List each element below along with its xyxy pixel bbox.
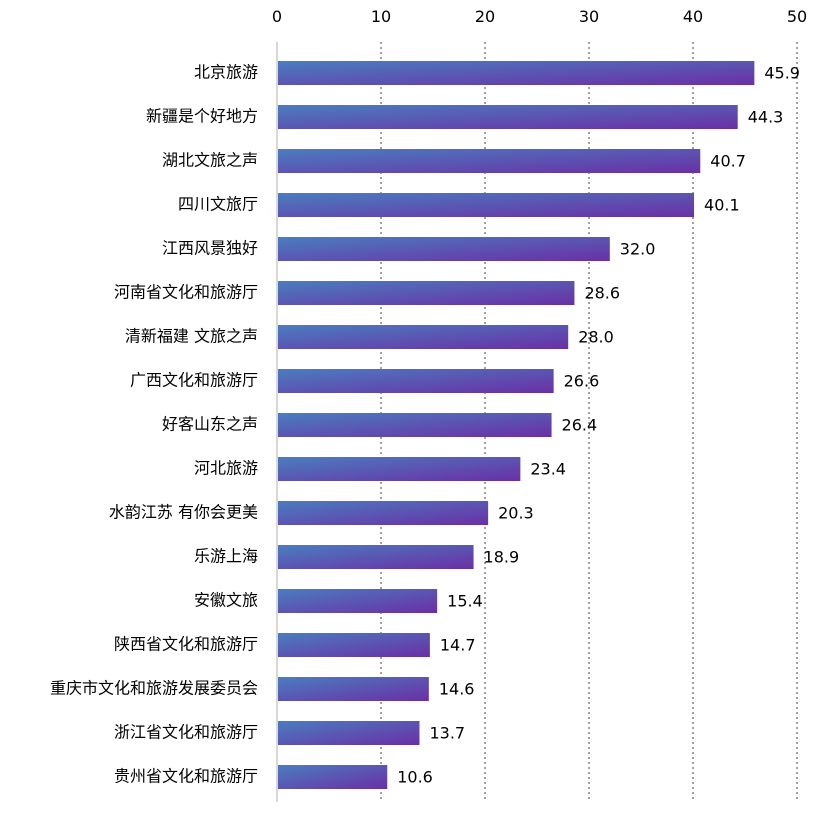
bar bbox=[278, 765, 388, 789]
category-label: 新疆是个好地方 bbox=[146, 107, 258, 126]
category-label: 四川文旅厅 bbox=[178, 195, 258, 214]
bar bbox=[278, 413, 552, 437]
data-label: 26.6 bbox=[564, 372, 600, 391]
category-label: 北京旅游 bbox=[194, 63, 258, 82]
category-label: 水韵江苏 有你会更美 bbox=[109, 503, 258, 522]
category-label: 江西风景独好 bbox=[162, 239, 258, 258]
bars bbox=[278, 61, 755, 789]
data-label: 23.4 bbox=[530, 460, 566, 479]
category-label: 河南省文化和旅游厅 bbox=[114, 283, 258, 302]
category-label: 湖北文旅之声 bbox=[162, 151, 258, 170]
data-label: 14.7 bbox=[440, 636, 476, 655]
data-label: 26.4 bbox=[562, 416, 598, 435]
x-tick-label: 10 bbox=[371, 7, 391, 26]
data-label: 40.7 bbox=[710, 152, 746, 171]
bar bbox=[278, 633, 430, 657]
x-tick-label: 0 bbox=[272, 7, 282, 26]
data-label: 15.4 bbox=[447, 592, 483, 611]
bar bbox=[278, 325, 569, 349]
category-label: 广西文化和旅游厅 bbox=[130, 371, 258, 390]
x-tick-label: 30 bbox=[579, 7, 599, 26]
category-label: 陕西省文化和旅游厅 bbox=[114, 635, 258, 654]
bar bbox=[278, 237, 610, 261]
category-label: 重庆市文化和旅游发展委员会 bbox=[50, 679, 258, 698]
bar bbox=[278, 369, 554, 393]
category-label: 浙江省文化和旅游厅 bbox=[114, 723, 258, 742]
x-tick-label: 20 bbox=[475, 7, 495, 26]
data-label: 45.9 bbox=[764, 64, 800, 83]
bar bbox=[278, 61, 755, 85]
data-label: 32.0 bbox=[620, 240, 656, 259]
data-label: 13.7 bbox=[429, 724, 465, 743]
category-label: 安徽文旅 bbox=[194, 591, 258, 610]
category-label: 好客山东之声 bbox=[162, 415, 258, 434]
bar bbox=[278, 193, 695, 217]
x-tick-label: 50 bbox=[787, 7, 807, 26]
bar bbox=[278, 721, 420, 745]
bar bbox=[278, 281, 575, 305]
category-labels: 北京旅游新疆是个好地方湖北文旅之声四川文旅厅江西风景独好河南省文化和旅游厅清新福… bbox=[50, 63, 258, 786]
x-tick-label: 40 bbox=[683, 7, 703, 26]
data-label: 40.1 bbox=[704, 196, 740, 215]
category-label: 河北旅游 bbox=[194, 459, 258, 478]
bar bbox=[278, 545, 474, 569]
bar bbox=[278, 677, 429, 701]
data-label: 14.6 bbox=[439, 680, 475, 699]
data-label: 28.6 bbox=[584, 284, 620, 303]
bar bbox=[278, 149, 701, 173]
data-label: 20.3 bbox=[498, 504, 534, 523]
bar bbox=[278, 589, 438, 613]
data-label: 10.6 bbox=[397, 768, 433, 787]
data-label: 18.9 bbox=[484, 548, 520, 567]
value-labels: 45.9 44.3 40.7 40.1 32.0 28.6 28.0 26.6 26.4 23.4… bbox=[397, 64, 800, 787]
data-label: 28.0 bbox=[578, 328, 614, 347]
data-label: 44.3 bbox=[748, 108, 784, 127]
category-label: 乐游上海 bbox=[194, 547, 258, 566]
bar bbox=[278, 457, 521, 481]
category-label: 清新福建 文旅之声 bbox=[125, 327, 258, 346]
bar bbox=[278, 501, 489, 525]
x-axis-ticks: 0 10 20 30 40 50 bbox=[272, 7, 807, 26]
bar bbox=[278, 105, 738, 129]
category-label: 贵州省文化和旅游厅 bbox=[114, 767, 258, 786]
